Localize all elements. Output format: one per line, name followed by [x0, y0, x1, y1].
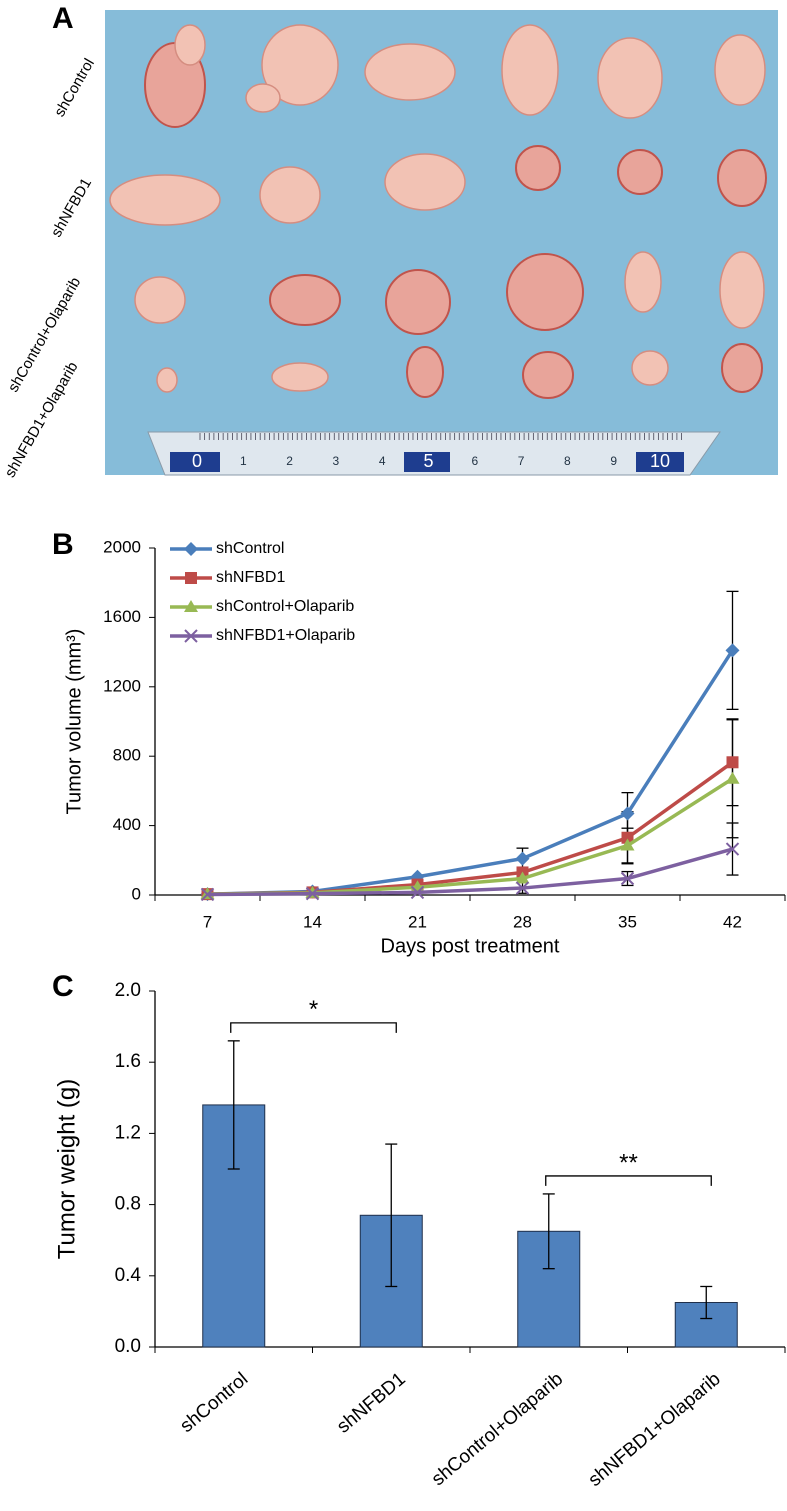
error-bar — [385, 1143, 398, 1288]
tumors — [109, 24, 767, 399]
row-label: shControl — [51, 56, 98, 120]
x-tick-label: 7 — [203, 912, 212, 931]
ruler-block — [404, 452, 450, 472]
marker — [725, 771, 740, 784]
y-tick-label: 1600 — [103, 607, 141, 626]
marker — [620, 838, 635, 851]
legend-label: shControl+Olaparib — [216, 598, 354, 615]
y-tick-label: 1.2 — [115, 1122, 141, 1143]
ruler-label: 7 — [518, 454, 525, 468]
error-bar — [700, 1285, 713, 1320]
legend-marker — [185, 572, 197, 584]
y-axis-title: Tumor weight (g) — [53, 1079, 80, 1260]
significance-label: ** — [619, 1149, 638, 1176]
marker — [621, 831, 634, 844]
marker — [620, 871, 635, 886]
ruler-label: 3 — [333, 454, 340, 468]
y-tick-label: 1200 — [103, 676, 141, 695]
legend-entry: shControl — [170, 540, 284, 557]
legend-entry: shNFBD1+Olaparib — [170, 627, 355, 644]
ruler-label: 9 — [610, 454, 617, 468]
marker — [515, 881, 530, 895]
y-tick-label: 0.0 — [115, 1336, 141, 1357]
marker — [515, 871, 530, 884]
series-line — [207, 649, 734, 896]
ruler-block — [170, 452, 220, 472]
y-tick-label: 0.8 — [115, 1194, 141, 1215]
ruler-label: 5 — [423, 451, 433, 471]
legend-marker — [184, 629, 198, 643]
x-tick-label: shNFBD1 — [333, 1369, 410, 1438]
y-tick-label: 1.6 — [115, 1051, 141, 1072]
marker — [725, 643, 740, 658]
ruler-labels: 0 1 2 3 4 5 6 7 8 9 10 — [192, 433, 682, 471]
ruler-label: 8 — [564, 454, 571, 468]
ruler-label: 6 — [471, 454, 478, 468]
x-tick-label: shControl — [176, 1369, 252, 1437]
marker — [725, 842, 740, 856]
legend-label: shNFBD1+Olaparib — [216, 627, 355, 644]
ruler-label: 0 — [192, 451, 202, 471]
panel-label: C — [52, 970, 74, 1003]
y-tick-label: 800 — [113, 746, 141, 765]
y-tick-label: 0 — [132, 884, 141, 903]
x-tick-label: 14 — [303, 912, 322, 931]
ruler-label: 2 — [286, 454, 293, 468]
significance-bracket — [545, 1175, 712, 1186]
legend-label: shNFBD1 — [216, 569, 285, 586]
ruler-label: 4 — [379, 454, 386, 468]
y-axis-title: Tumor volume (mm³) — [63, 629, 85, 815]
legend-marker — [184, 600, 198, 612]
marker — [515, 851, 530, 866]
y-tick-label: 400 — [113, 815, 141, 834]
legend-entry: shControl+Olaparib — [170, 598, 354, 615]
panel-label: A — [52, 2, 74, 35]
row-labels: shControlshNFBD1shControl+OlaparibshNFBD… — [2, 56, 98, 481]
ruler-label: 1 — [240, 454, 247, 468]
marker — [726, 756, 739, 769]
y-tick-label: 2000 — [103, 537, 141, 556]
panel-label: B — [52, 528, 74, 561]
ruler-block — [636, 452, 684, 472]
x-axis-title: Days post treatment — [381, 935, 560, 957]
error-bar — [227, 1040, 240, 1170]
legend-marker — [184, 542, 198, 556]
ruler: 0 1 2 3 4 5 6 7 8 9 10 — [147, 431, 721, 476]
row-label: shNFBD1 — [48, 175, 95, 240]
x-tick-label: 35 — [618, 912, 637, 931]
legend-label: shControl — [216, 540, 284, 557]
marker — [200, 887, 215, 902]
x-tick-label: 28 — [513, 912, 532, 931]
error-bar — [542, 1193, 555, 1270]
x-tick-label: 21 — [408, 912, 427, 931]
y-tick-label: 0.4 — [115, 1265, 142, 1286]
photo: 0 1 2 3 4 5 6 7 8 9 10 — [105, 10, 778, 476]
ruler-label: 10 — [650, 451, 670, 471]
significance-bracket — [230, 1022, 397, 1033]
x-tick-label: 42 — [723, 912, 742, 931]
marker — [410, 885, 425, 900]
marker — [620, 806, 635, 821]
x-tick-label: shNFBD1+Olaparib — [585, 1369, 725, 1491]
series-line — [207, 847, 733, 897]
significance-label: * — [309, 996, 318, 1023]
marker — [305, 886, 320, 901]
legend-entry: shNFBD1 — [170, 569, 285, 586]
y-tick-label: 2.0 — [115, 980, 141, 1001]
x-tick-label: shControl+Olaparib — [428, 1369, 567, 1491]
